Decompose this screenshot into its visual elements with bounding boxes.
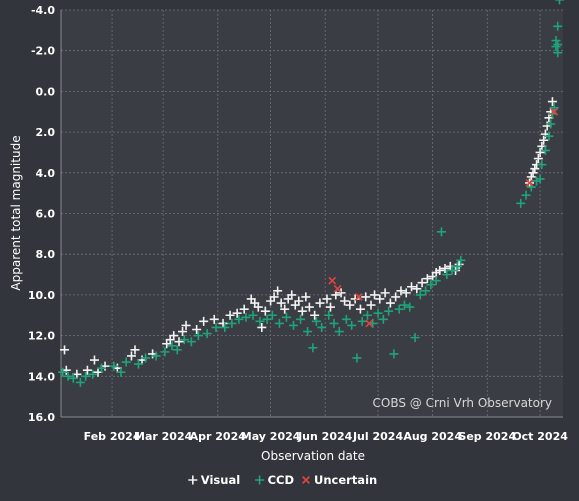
y-tick-label: 0.0 <box>36 85 56 98</box>
y-tick-label: 14.0 <box>28 370 55 383</box>
plot-area <box>61 10 563 417</box>
legend-label: Visual <box>201 473 240 487</box>
x-tick-label: Jun 2024 <box>297 430 353 443</box>
legend: Visual CCD Uncertain <box>188 473 377 487</box>
x-tick-label: Aug 2024 <box>403 430 462 443</box>
y-tick-label: 16.0 <box>28 411 55 424</box>
y-tick-label: -2.0 <box>31 45 55 58</box>
x-tick-label: Jul 2024 <box>352 430 403 443</box>
x-tick-label: May 2024 <box>241 430 301 443</box>
y-tick-label: 6.0 <box>36 208 56 221</box>
x-tick-label: Sep 2024 <box>458 430 516 443</box>
y-tick-label: 2.0 <box>36 126 56 139</box>
x-tick-label: Apr 2024 <box>190 430 247 443</box>
y-axis-label: Apparent total magnitude <box>9 135 23 290</box>
x-tick-label: Feb 2024 <box>84 430 141 443</box>
y-tick-label: 4.0 <box>36 167 56 180</box>
x-tick-label: Mar 2024 <box>134 430 193 443</box>
legend-label: CCD <box>268 473 294 487</box>
y-tick-label: 12.0 <box>28 330 55 343</box>
y-tick-label: 10.0 <box>28 289 55 302</box>
x-axis-label: Observation date <box>261 449 365 463</box>
legend-item-uncertain: Uncertain <box>303 473 378 487</box>
legend-label: Uncertain <box>314 473 377 487</box>
y-tick-label: -4.0 <box>31 4 55 17</box>
source-annotation: COBS @ Crni Vrh Observatory <box>373 396 552 410</box>
x-tick-label: Oct 2024 <box>512 430 568 443</box>
y-tick-label: 8.0 <box>36 248 56 261</box>
